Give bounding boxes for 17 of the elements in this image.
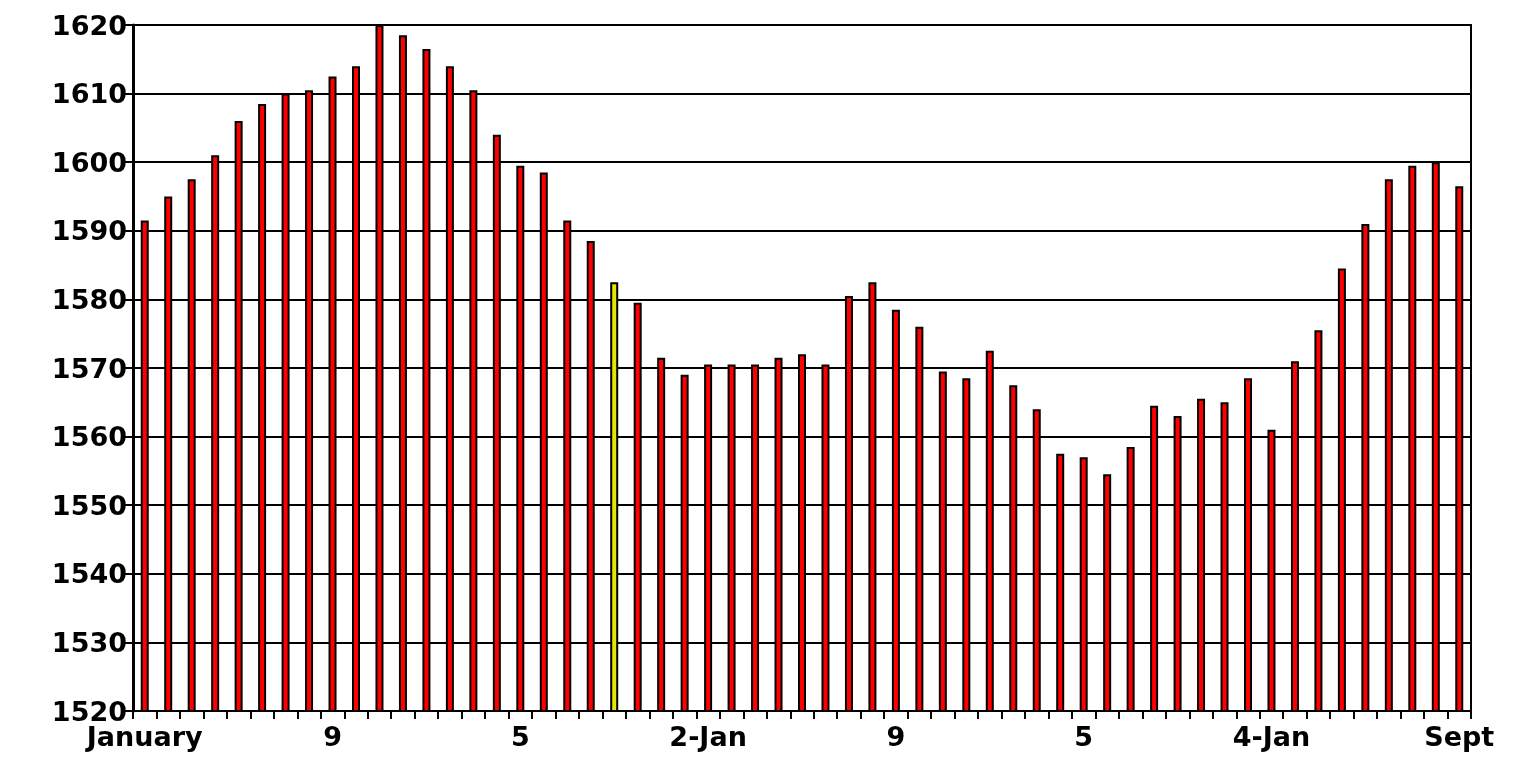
y-tick-label: 1560	[51, 421, 127, 453]
x-tick-label: 5	[510, 721, 530, 752]
x-tick-label: 9	[323, 721, 342, 752]
y-tick-label: 1540	[51, 558, 127, 590]
y-tick-label: 1550	[51, 489, 127, 521]
x-tick-label: 4-Jan	[1232, 721, 1311, 752]
x-tick-label: Sept	[1424, 721, 1495, 752]
x-tick-label: 9	[886, 721, 906, 752]
y-tick-label: 1610	[51, 78, 127, 110]
x-tick-label: 2-Jan	[669, 721, 747, 752]
y-tick-label: 1580	[51, 283, 127, 315]
x-tick-label: 5	[1074, 721, 1094, 752]
y-tick-label: 1620	[51, 9, 127, 41]
y-tick-label: 1570	[51, 352, 127, 384]
y-tick-label: 1590	[51, 215, 127, 247]
y-tick-label: 1600	[51, 146, 127, 178]
y-tick-label: 1530	[51, 626, 127, 658]
